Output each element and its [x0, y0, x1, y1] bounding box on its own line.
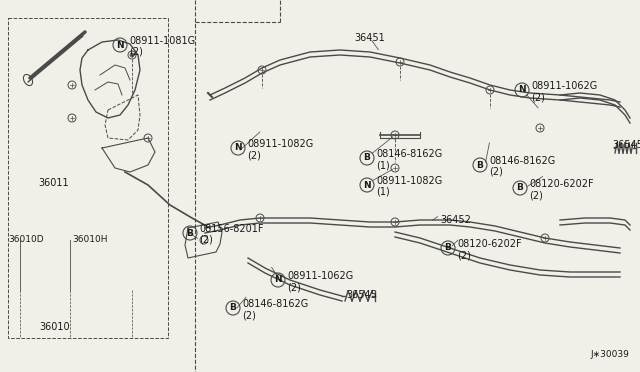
Text: (2): (2): [199, 235, 213, 245]
Text: (1): (1): [376, 187, 390, 197]
Text: 08911-1062G: 08911-1062G: [531, 81, 597, 91]
Text: B: B: [230, 304, 236, 312]
Text: 08146-8162G: 08146-8162G: [376, 149, 442, 159]
Text: 08911-1082G: 08911-1082G: [376, 176, 442, 186]
Text: (2): (2): [531, 92, 545, 102]
Text: B: B: [364, 154, 371, 163]
Text: 36545: 36545: [346, 290, 377, 300]
Text: 36545: 36545: [612, 140, 640, 150]
Text: B: B: [445, 244, 451, 253]
Text: 08120-6202F: 08120-6202F: [457, 239, 522, 249]
Text: (2): (2): [247, 150, 261, 160]
Text: 36010D: 36010D: [8, 235, 44, 244]
Text: J∗30039: J∗30039: [590, 350, 629, 359]
Text: 08146-8162G: 08146-8162G: [489, 156, 556, 166]
Text: (1): (1): [376, 160, 390, 170]
Text: N: N: [363, 180, 371, 189]
Text: N: N: [518, 86, 526, 94]
Text: (2): (2): [457, 250, 471, 260]
Text: 36010H: 36010H: [72, 235, 108, 244]
Text: 08120-6202F: 08120-6202F: [529, 179, 594, 189]
Text: B: B: [516, 183, 524, 192]
Text: N: N: [116, 41, 124, 49]
Text: (2): (2): [129, 47, 143, 57]
Text: 36011: 36011: [38, 178, 68, 188]
Text: 08911-1081G: 08911-1081G: [129, 36, 195, 46]
Text: 36451: 36451: [355, 33, 385, 43]
Text: (2): (2): [242, 310, 256, 320]
Text: 08146-8162G: 08146-8162G: [242, 299, 308, 309]
Text: (2): (2): [287, 282, 301, 292]
Text: (2): (2): [489, 167, 503, 177]
Circle shape: [130, 53, 134, 57]
Text: N: N: [234, 144, 242, 153]
Text: 08911-1062G: 08911-1062G: [287, 271, 353, 281]
Text: (2): (2): [529, 190, 543, 200]
Text: B: B: [477, 160, 483, 170]
Text: 36010: 36010: [40, 322, 70, 332]
Text: 36452: 36452: [440, 215, 471, 225]
Text: B: B: [187, 228, 193, 237]
Text: N: N: [274, 276, 282, 285]
Text: 08911-1082G: 08911-1082G: [247, 139, 313, 149]
Text: 08156-8201F: 08156-8201F: [199, 224, 264, 234]
